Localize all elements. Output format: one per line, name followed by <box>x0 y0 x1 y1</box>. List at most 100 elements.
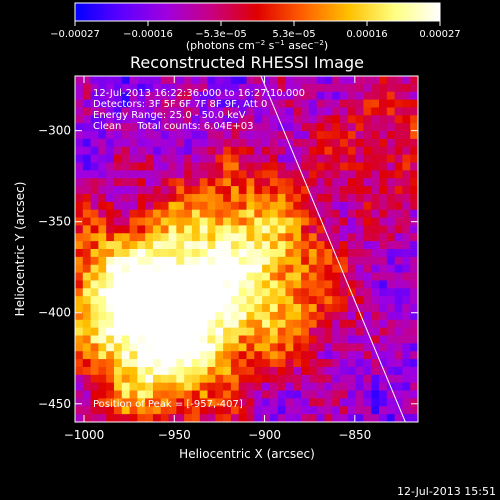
heatmap-cell <box>207 241 216 250</box>
heatmap-cell <box>379 186 388 195</box>
heatmap-cell <box>90 296 99 305</box>
heatmap-cell <box>308 264 318 273</box>
heatmap-cell <box>293 201 302 211</box>
heatmap-cell <box>82 398 91 407</box>
heatmap-cell <box>113 359 123 368</box>
heatmap-cell <box>316 304 325 313</box>
heatmap-cell <box>168 264 177 273</box>
heatmap-cell <box>363 256 372 266</box>
heatmap-cell <box>363 264 372 273</box>
heatmap-cell <box>152 296 162 305</box>
heatmap-cell <box>168 170 177 179</box>
heatmap-cell <box>246 382 255 391</box>
heatmap-cell <box>394 398 403 407</box>
heatmap-cell <box>332 83 341 93</box>
heatmap-cell <box>371 288 380 297</box>
heatmap-cell <box>254 351 263 360</box>
heatmap-cell <box>332 382 341 391</box>
heatmap-cell <box>184 264 193 273</box>
heatmap-cell <box>215 280 224 289</box>
heatmap-cell <box>75 123 84 132</box>
heatmap-cell <box>215 154 224 163</box>
heatmap-cell <box>191 374 201 384</box>
heatmap-cell <box>121 146 130 156</box>
heatmap-cell <box>90 272 99 281</box>
heatmap-cell <box>207 123 216 132</box>
heatmap-cell <box>238 115 247 124</box>
heatmap-cell <box>152 304 162 313</box>
heatmap-cell <box>238 91 247 100</box>
heatmap-cell <box>121 280 130 289</box>
heatmap-cell <box>160 162 169 171</box>
heatmap-cell <box>386 249 396 258</box>
heatmap-cell <box>207 359 216 368</box>
heatmap-cell <box>176 123 185 132</box>
heatmap-cell <box>332 249 341 258</box>
heatmap-cell <box>363 288 372 297</box>
heatmap-cell <box>75 178 84 187</box>
heatmap-cell <box>269 154 279 163</box>
heatmap-cell <box>215 186 224 195</box>
heatmap-cell <box>82 107 91 116</box>
heatmap-cell <box>176 170 185 179</box>
heatmap-cell <box>324 359 333 368</box>
heatmap-cell <box>293 193 302 203</box>
heatmap-cell <box>129 154 138 163</box>
heatmap-cell <box>254 280 263 289</box>
heatmap-cell <box>402 241 411 250</box>
heatmap-cell <box>82 414 91 422</box>
heatmap-cell <box>293 296 302 305</box>
heatmap-cell <box>98 146 107 156</box>
heatmap-cell <box>269 359 279 368</box>
heatmap-cell <box>199 131 208 140</box>
heatmap-cell <box>98 123 107 132</box>
heatmap-cell <box>160 178 169 187</box>
heatmap-cell <box>254 131 263 140</box>
heatmap-cell <box>82 374 91 384</box>
heatmap-cell <box>386 241 396 250</box>
heatmap-cell <box>113 162 123 171</box>
heatmap-cell <box>113 91 123 100</box>
heatmap-cell <box>176 311 185 321</box>
heatmap-cell <box>106 233 115 242</box>
heatmap-cell <box>394 170 403 179</box>
heatmap-cell <box>215 406 224 415</box>
heatmap-cell <box>82 249 91 258</box>
heatmap-cell <box>347 123 357 132</box>
heatmap-cell <box>355 343 364 352</box>
heatmap-cell <box>402 264 411 273</box>
heatmap-cell <box>262 146 271 156</box>
heatmap-cell <box>121 264 130 273</box>
heatmap-cell <box>106 374 115 384</box>
heatmap-cell <box>121 327 130 336</box>
heatmap-cell <box>129 296 138 305</box>
heatmap-cell <box>113 233 123 242</box>
heatmap-cell <box>316 186 325 195</box>
heatmap-cell <box>394 296 403 305</box>
heatmap-cell <box>121 107 130 116</box>
heatmap-cell <box>347 131 357 140</box>
heatmap-cell <box>152 186 162 195</box>
heatmap-cell <box>355 162 364 171</box>
heatmap-cell <box>262 170 271 179</box>
heatmap-cell <box>176 193 185 203</box>
heatmap-cell <box>277 343 286 352</box>
heatmap-cell <box>301 162 310 171</box>
heatmap-cell <box>98 382 107 391</box>
heatmap-cell <box>246 272 255 281</box>
heatmap-cell <box>160 91 169 100</box>
heatmap-cell <box>176 335 185 344</box>
colorbar-tick-label: 0.00027 <box>419 29 460 40</box>
heatmap-cell <box>355 366 364 376</box>
heatmap-cell <box>293 304 302 313</box>
heatmap-cell <box>293 327 302 336</box>
heatmap-cell <box>106 178 115 187</box>
heatmap-cell <box>316 280 325 289</box>
heatmap-cell <box>332 343 341 352</box>
heatmap-cell <box>121 178 130 187</box>
heatmap-cell <box>82 217 91 226</box>
heatmap-cell <box>121 382 130 391</box>
heatmap-cell <box>82 319 91 329</box>
heatmap-cell <box>332 311 341 321</box>
heatmap-cell <box>410 170 418 179</box>
